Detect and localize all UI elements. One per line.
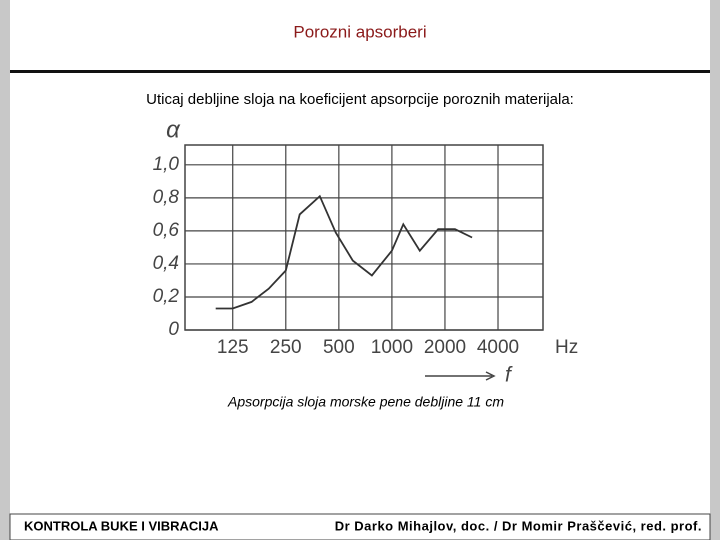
x-tick-label: 500 [323, 337, 355, 358]
left-edge [0, 0, 10, 540]
y-tick-label: 0,6 [153, 220, 180, 241]
x-tick-label: 1000 [371, 337, 413, 358]
x-unit-label: Hz [555, 337, 578, 358]
y-tick-label: 1,0 [153, 154, 180, 175]
x-tick-label: 125 [217, 337, 249, 358]
chart: 0 0,2 0,4 0,6 0,8 1,0 125 250 500 1000 2000 4000 α Hz… [153, 116, 579, 386]
x-tick-label: 250 [270, 337, 302, 358]
x-axis-label: f [505, 364, 513, 387]
footer-right: Dr Darko Mihajlov, doc. / Dr Momir Prašč… [335, 518, 702, 533]
x-tick-label: 4000 [477, 337, 519, 358]
subtitle: Uticaj debljine sloja na koeficijent aps… [146, 91, 574, 108]
x-tick-label: 2000 [424, 337, 466, 358]
footer-left: KONTROLA BUKE I VIBRACIJA [24, 518, 219, 533]
y-tick-label: 0 [168, 319, 179, 340]
footer-bar [9, 513, 711, 541]
data-line [215, 194, 473, 310]
y-tick-label: 0,2 [153, 286, 180, 307]
title-rule [10, 70, 710, 73]
caption: Apsorpcija sloja morske pene debljine 11… [227, 394, 504, 410]
axis-arrowhead [485, 371, 496, 381]
plot-frame [184, 144, 544, 331]
y-tick-label: 0,4 [153, 253, 179, 274]
slide-title: Porozni apsorberi [293, 22, 426, 41]
y-tick-label: 0,8 [153, 187, 180, 208]
y-axis-label: α [166, 116, 181, 143]
right-edge [710, 0, 720, 540]
